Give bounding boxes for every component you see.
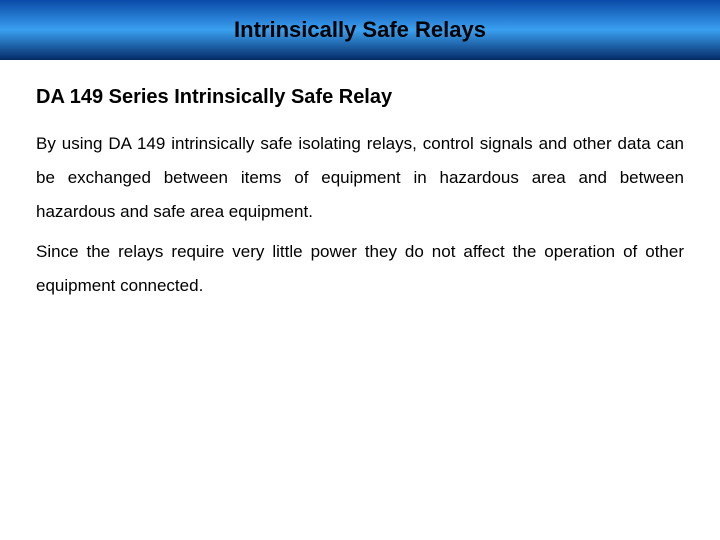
content-area: DA 149 Series Intrinsically Safe Relay B…: [0, 60, 720, 303]
title-bar: Intrinsically Safe Relays: [0, 0, 720, 60]
page-title: Intrinsically Safe Relays: [234, 17, 486, 43]
paragraph-2: Since the relays require very little pow…: [36, 235, 684, 303]
paragraph-1: By using DA 149 intrinsically safe isola…: [36, 127, 684, 229]
subheading: DA 149 Series Intrinsically Safe Relay: [36, 86, 684, 109]
